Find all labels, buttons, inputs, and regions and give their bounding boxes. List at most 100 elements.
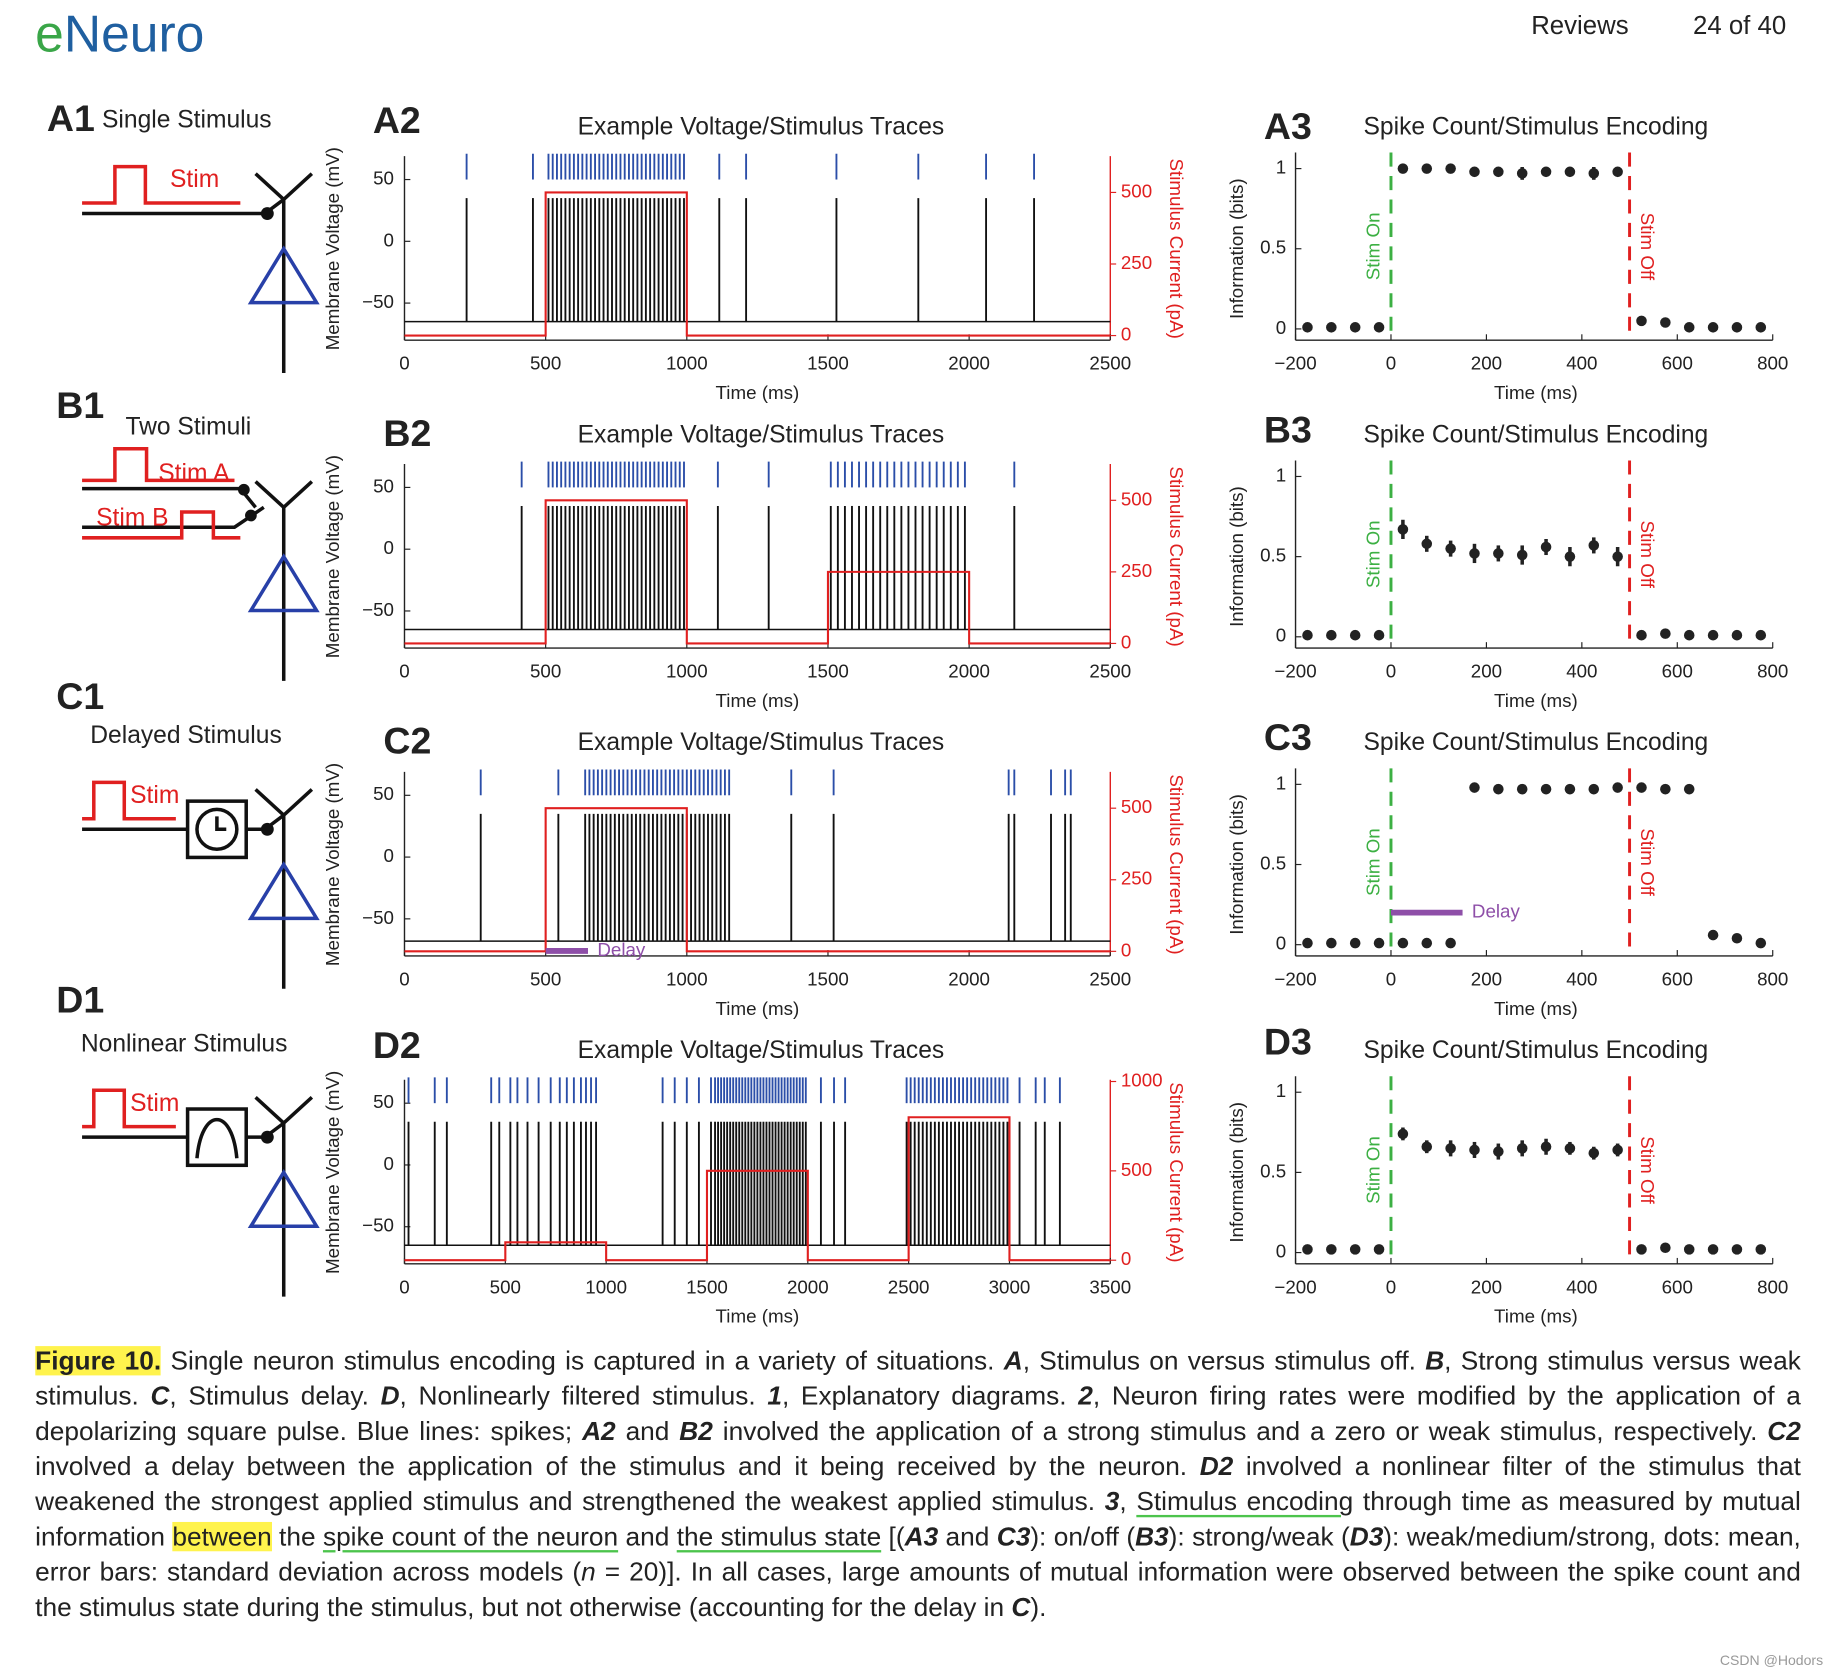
y-tick-label: −50 — [362, 1215, 394, 1236]
panel-label: C3 — [1264, 716, 1312, 758]
x-tick-label: 2000 — [787, 1276, 829, 1297]
chart-title: Example Voltage/Stimulus Traces — [578, 421, 945, 448]
synapse — [260, 822, 274, 836]
stim-label: Stim — [170, 166, 219, 193]
data-point — [1755, 629, 1767, 641]
caption-text: C3 — [996, 1521, 1031, 1552]
input-line — [82, 1121, 285, 1139]
y-tick-label: 1 — [1276, 157, 1286, 178]
panel-label: D1 — [56, 978, 104, 1020]
chart-title: Spike Count/Stimulus Encoding — [1364, 1037, 1709, 1064]
x-tick-label: 0 — [1386, 661, 1396, 682]
y-tick-label: 0 — [1276, 625, 1286, 646]
data-point — [1493, 166, 1504, 178]
x-axis-label: Time (ms) — [716, 998, 800, 1019]
stimulus-trace — [404, 807, 1111, 953]
y-tick-label: 0 — [384, 537, 394, 558]
y2-tick-label: 250 — [1121, 868, 1152, 889]
section-name: Reviews — [1531, 12, 1628, 40]
x-tick-label: 400 — [1566, 353, 1597, 374]
y2-axis-label: Stimulus Current (pA) — [1166, 774, 1187, 954]
data-point — [1707, 322, 1719, 333]
synapse — [260, 207, 274, 220]
data-point — [1707, 929, 1719, 941]
data-point — [1564, 783, 1576, 795]
caption-text: , Stimulus delay. — [169, 1381, 381, 1411]
data-point — [1660, 628, 1671, 639]
x-tick-label: 1500 — [686, 1276, 728, 1297]
data-point — [1302, 322, 1313, 333]
x-tick-label: 2500 — [888, 1276, 930, 1297]
x-tick-label: 600 — [1662, 353, 1693, 374]
y-tick-label: 0.5 — [1260, 545, 1286, 566]
data-point — [1731, 322, 1743, 333]
data-point — [1397, 524, 1409, 535]
y-axis-label: Membrane Voltage (mV) — [322, 147, 343, 350]
data-point — [1349, 937, 1361, 949]
x-tick-label: 600 — [1662, 968, 1693, 989]
dendrite — [254, 1096, 285, 1125]
x-tick-label: 1000 — [585, 1276, 627, 1297]
stim-label: Stim B — [96, 505, 168, 532]
panel-label: D2 — [373, 1024, 421, 1066]
x-tick-label: 0 — [399, 968, 409, 989]
data-point — [1373, 937, 1385, 949]
data-point — [1397, 163, 1409, 174]
caption-text: B — [1425, 1346, 1445, 1376]
y-tick-label: 0 — [384, 845, 394, 866]
panel-label: D3 — [1264, 1021, 1312, 1063]
caption-text: the stimulus state — [676, 1521, 882, 1552]
data-point — [1421, 538, 1433, 550]
caption-text: ): weak/medium/strong, dots: mean, error… — [35, 1521, 1801, 1587]
x-tick-label: 400 — [1566, 968, 1597, 989]
y2-axis-label: Stimulus Current (pA) — [1166, 466, 1187, 646]
caption-text: , Nonlinearly filtered stimulus. — [399, 1381, 768, 1411]
x-tick-label: 2000 — [948, 968, 990, 989]
chart-title: Spike Count/Stimulus Encoding — [1364, 421, 1709, 448]
caption-text: through time as measured by mutual infor… — [35, 1486, 1801, 1552]
x-tick-label: 800 — [1757, 1276, 1788, 1297]
caption-text: , Neuron firing rates were modified by t… — [35, 1381, 1801, 1446]
x-tick-label: 1000 — [666, 353, 708, 374]
x-tick-label: 2500 — [1089, 661, 1131, 682]
caption-text: and — [618, 1521, 677, 1552]
y-tick-label: 0 — [1276, 317, 1286, 338]
stim-label: Stim A — [158, 460, 230, 487]
y2-tick-label: 250 — [1121, 560, 1152, 581]
x-tick-label: 800 — [1757, 353, 1788, 374]
x-tick-label: 2500 — [1089, 353, 1131, 374]
y2-tick-label: 500 — [1121, 796, 1152, 817]
caption-text: spike count of the neuron — [322, 1521, 619, 1552]
y2-tick-label: 0 — [1121, 939, 1131, 960]
y-axis-label: Information (bits) — [1226, 794, 1247, 935]
data-point — [1707, 629, 1719, 641]
x-tick-label: 500 — [490, 1276, 521, 1297]
caption-box: Figure 10. Single neuron stimulus encodi… — [35, 1346, 1801, 1622]
y-tick-label: 50 — [373, 167, 394, 188]
soma — [247, 1168, 320, 1229]
x-tick-label: −200 — [1274, 1276, 1316, 1297]
x-tick-label: 600 — [1662, 661, 1693, 682]
caption-text: C — [1011, 1592, 1031, 1622]
caption-text: 3 — [1104, 1486, 1120, 1517]
y-tick-label: 1 — [1276, 464, 1286, 485]
caption-text: Figure 10. — [35, 1346, 162, 1376]
x-tick-label: 1500 — [807, 661, 849, 682]
dendrite — [282, 788, 314, 817]
panel-label: C2 — [383, 719, 431, 761]
data-point — [1683, 1244, 1695, 1255]
data-point — [1326, 322, 1337, 333]
data-point — [1540, 1141, 1552, 1153]
y-axis-label: Information (bits) — [1226, 1102, 1247, 1243]
data-point — [1493, 548, 1504, 559]
data-point — [1445, 163, 1456, 174]
chart-title: Example Voltage/Stimulus Traces — [578, 113, 945, 140]
data-point — [1302, 937, 1313, 949]
x-tick-label: 500 — [530, 968, 561, 989]
panel-label: B3 — [1264, 409, 1312, 451]
data-point — [1540, 541, 1552, 553]
soma — [247, 553, 320, 613]
y2-tick-label: 500 — [1121, 1159, 1152, 1180]
